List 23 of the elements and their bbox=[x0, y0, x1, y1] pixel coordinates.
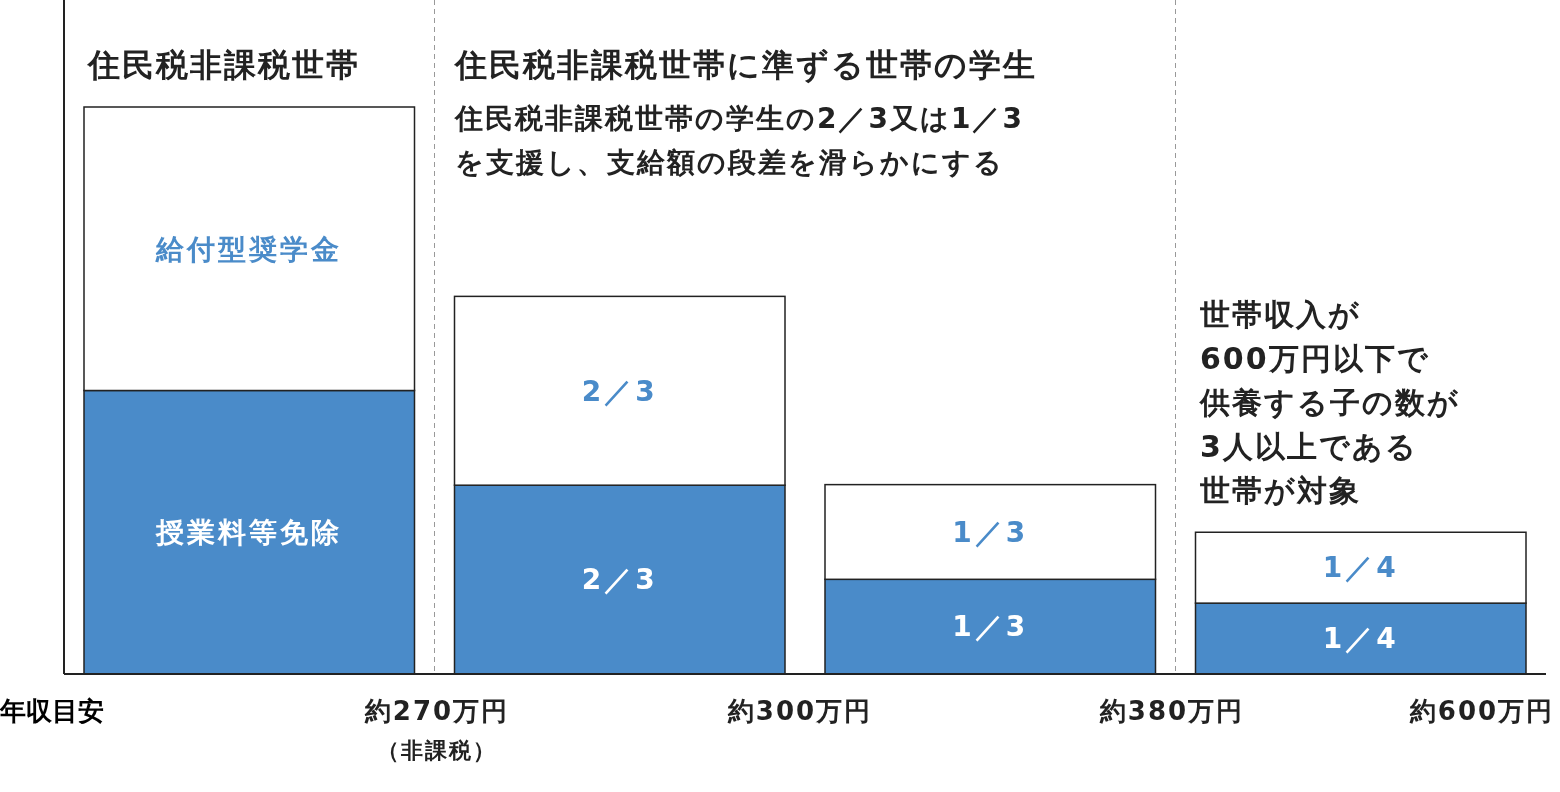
text: 約380万円 bbox=[1098, 696, 1245, 726]
annotation: 1／4 bbox=[1322, 551, 1399, 585]
text: 約600万円 bbox=[1408, 696, 1555, 726]
annotation: 2／3 bbox=[581, 563, 658, 597]
annotation: 住民税非課税世帯の学生の2／3又は1／3 bbox=[453, 102, 1024, 135]
series-label: 給付型奨学金 bbox=[155, 232, 343, 266]
annotation: 1／3 bbox=[952, 610, 1029, 644]
text: 約270万円 bbox=[363, 696, 510, 726]
x-axis-title: 年収目安 bbox=[0, 696, 104, 726]
series-label: 授業料等免除 bbox=[155, 516, 343, 550]
annotation: 600万円以下で bbox=[1200, 341, 1430, 376]
text: 住民税非課税世帯に準ずる世帯の学生 bbox=[453, 46, 1037, 84]
annotation: 2／3 bbox=[581, 374, 658, 408]
annotation: 世帯が対象 bbox=[1199, 473, 1361, 508]
annotation: 3人以上である bbox=[1200, 429, 1418, 464]
annotation: 供養する子の数が bbox=[1199, 385, 1460, 420]
text: （非課税） bbox=[377, 738, 497, 763]
text: 約300万円 bbox=[726, 696, 873, 726]
annotation: 世帯収入が bbox=[1199, 297, 1361, 332]
annotation: を支援し、支給額の段差を滑らかにする bbox=[455, 146, 1004, 179]
annotation: 1／4 bbox=[1322, 622, 1399, 656]
annotation: 1／3 bbox=[952, 515, 1029, 549]
text: 住民税非課税世帯 bbox=[86, 46, 360, 84]
